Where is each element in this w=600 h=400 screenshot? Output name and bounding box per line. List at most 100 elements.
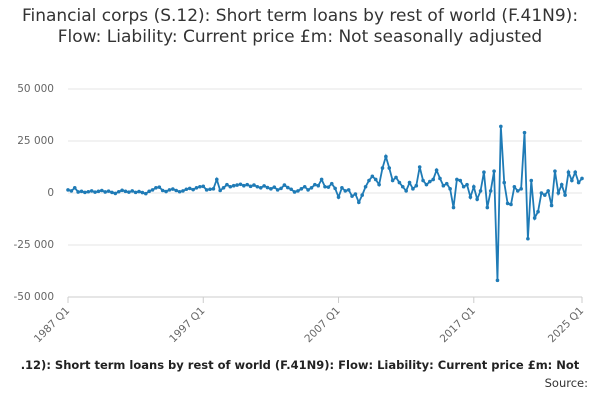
point	[86, 189, 91, 194]
point	[363, 184, 368, 189]
point	[143, 191, 148, 196]
point	[221, 186, 226, 190]
point	[380, 166, 385, 170]
point	[69, 189, 74, 193]
point	[79, 189, 84, 194]
point	[539, 191, 544, 195]
point	[488, 189, 493, 193]
point	[329, 181, 334, 186]
point	[441, 183, 446, 188]
point	[421, 178, 425, 183]
point	[106, 189, 111, 193]
y-tick-label: -50 000	[13, 291, 54, 303]
point	[211, 187, 216, 191]
point	[444, 181, 449, 186]
point	[157, 185, 162, 189]
point	[397, 180, 402, 185]
point	[258, 186, 263, 190]
point	[340, 186, 344, 190]
footer-text: .12): Short term loans by rest of world …	[20, 358, 580, 372]
source: Source:	[544, 376, 588, 390]
point	[458, 178, 463, 183]
point	[370, 174, 375, 179]
y-tick-label: 0	[47, 187, 54, 199]
point	[373, 177, 378, 182]
point	[471, 184, 476, 189]
point	[499, 124, 503, 129]
point	[262, 184, 266, 188]
point	[214, 177, 219, 182]
point	[76, 190, 80, 194]
point	[110, 190, 114, 195]
point	[553, 169, 557, 173]
x-tick-label: 1997 Q1	[167, 305, 207, 345]
point	[313, 182, 317, 187]
y-tick-label: -25 000	[13, 239, 54, 251]
point	[296, 189, 300, 193]
point	[411, 187, 415, 191]
point	[570, 178, 574, 183]
point	[177, 189, 182, 194]
y-tick-label: 25 000	[17, 135, 54, 147]
point	[319, 177, 324, 182]
point	[171, 187, 175, 191]
point	[306, 188, 310, 192]
point	[455, 177, 459, 182]
point	[100, 188, 104, 193]
point	[505, 201, 510, 206]
point	[509, 202, 513, 207]
point	[475, 197, 479, 202]
point	[204, 188, 209, 192]
point	[465, 182, 469, 187]
point	[302, 184, 307, 189]
point	[353, 192, 358, 196]
point	[573, 170, 578, 174]
point	[482, 170, 486, 174]
point	[225, 182, 229, 187]
point	[431, 177, 436, 182]
point	[299, 187, 304, 191]
point	[218, 188, 222, 193]
point	[160, 188, 165, 193]
point	[228, 184, 233, 189]
point	[424, 182, 429, 187]
point	[468, 195, 473, 199]
point	[198, 184, 202, 189]
point	[367, 178, 371, 183]
point	[529, 178, 534, 183]
x-tick-label: 2017 Q1	[438, 305, 478, 345]
point	[83, 190, 87, 195]
point	[536, 209, 540, 214]
point	[438, 176, 442, 181]
x-tick-label: 1987 Q1	[32, 305, 72, 345]
point	[116, 189, 121, 194]
point	[309, 186, 314, 190]
point	[72, 186, 77, 190]
line	[67, 126, 583, 281]
point	[350, 194, 354, 198]
point	[201, 184, 206, 189]
point	[549, 203, 554, 208]
point	[390, 178, 395, 183]
point	[492, 169, 496, 173]
point	[326, 185, 331, 189]
point	[417, 165, 422, 169]
point	[154, 186, 158, 190]
y-tick-label: 50 000	[17, 83, 54, 95]
point	[292, 190, 297, 194]
point	[123, 189, 128, 194]
point	[265, 185, 270, 190]
point	[103, 190, 107, 194]
point	[245, 182, 250, 187]
point	[140, 190, 145, 195]
point	[191, 187, 195, 192]
point	[248, 184, 253, 189]
point	[563, 193, 567, 197]
point	[532, 216, 537, 220]
point	[333, 186, 337, 191]
point	[387, 166, 392, 170]
point	[461, 184, 466, 189]
point	[485, 205, 490, 210]
point	[184, 187, 189, 192]
